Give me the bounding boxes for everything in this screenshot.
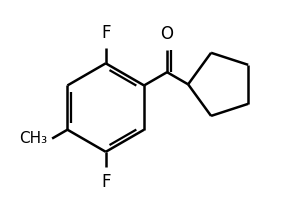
Text: F: F bbox=[101, 24, 110, 42]
Text: O: O bbox=[160, 25, 174, 43]
Text: F: F bbox=[101, 173, 110, 191]
Text: CH₃: CH₃ bbox=[20, 131, 48, 146]
